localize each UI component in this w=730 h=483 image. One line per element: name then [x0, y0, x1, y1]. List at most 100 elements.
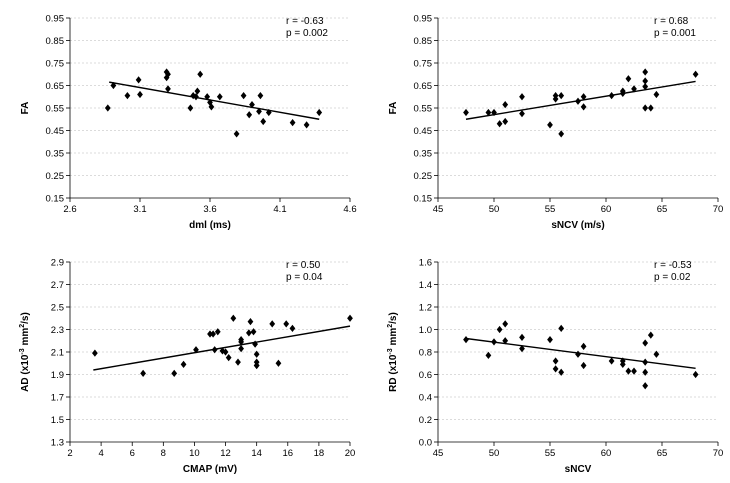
- data-point: [197, 70, 204, 78]
- y-tick-label: 0.2: [419, 415, 432, 426]
- data-point: [225, 354, 232, 362]
- x-tick-label: 3.6: [203, 204, 216, 215]
- data-point: [558, 130, 565, 138]
- data-point: [547, 336, 553, 344]
- data-point: [642, 368, 649, 376]
- x-tick-label: 4.1: [273, 204, 286, 215]
- data-point: [233, 130, 240, 138]
- data-point: [180, 360, 187, 368]
- x-axis-label: sNCV (m/s): [551, 220, 604, 231]
- y-tick-label: 0.8: [419, 347, 432, 358]
- y-tick-label: 0.85: [46, 36, 65, 47]
- data-point: [204, 93, 211, 101]
- data-point: [558, 324, 565, 332]
- correlation-r: r = 0.68: [654, 16, 689, 27]
- data-point: [642, 339, 649, 347]
- data-point: [135, 76, 142, 84]
- scatter-panel-2: 0.15 0.25 0.35 0.45 0.55 0.65 0.75 0.85 0.95 45 50…: [388, 13, 723, 231]
- data-point: [502, 320, 509, 328]
- data-point: [580, 103, 587, 111]
- data-point: [216, 93, 223, 101]
- y-tick-label: 0.45: [46, 126, 65, 137]
- y-tick-label: 2.5: [51, 302, 64, 313]
- correlation-r: r = -0.63: [286, 16, 324, 27]
- x-tick-label: 20: [345, 448, 356, 459]
- data-point: [575, 350, 581, 358]
- y-tick-label: 0.15: [414, 193, 433, 204]
- data-point: [140, 369, 146, 377]
- data-point: [519, 333, 525, 341]
- scatter-panel-1: 0.15 0.25 0.35 0.45 0.55 0.65 0.75 0.85 0.95 2.6 3…: [20, 13, 357, 231]
- data-point: [580, 342, 587, 350]
- x-tick-label: 12: [220, 448, 231, 459]
- data-point: [190, 92, 197, 100]
- data-point: [252, 340, 258, 348]
- scatter-panel-4: 0.0 0.2 0.4 0.6 0.8 1.0 1.2 1.4 1.6 45 50 55 60 65 70 s…: [387, 257, 723, 475]
- data-point: [240, 92, 247, 100]
- data-point: [647, 104, 654, 112]
- data-point: [253, 350, 260, 358]
- data-point: [552, 92, 559, 100]
- data-point: [104, 104, 111, 112]
- data-point: [485, 108, 492, 117]
- data-point: [631, 85, 637, 93]
- y-tick-label: 0.6: [419, 370, 432, 381]
- data-point: [253, 361, 260, 370]
- data-point: [502, 101, 509, 109]
- data-point: [692, 370, 699, 379]
- x-tick-label: 50: [489, 204, 500, 215]
- data-point: [502, 337, 509, 345]
- data-point: [210, 330, 216, 338]
- x-tick-label: 10: [189, 448, 200, 459]
- p-value: p = 0.001: [654, 28, 696, 39]
- y-tick-label: 1.6: [419, 257, 432, 268]
- data-point: [653, 350, 660, 358]
- data-point: [137, 90, 143, 99]
- y-tick-label: 0.4: [419, 392, 432, 403]
- y-axis-label: RD (x10-3 mm2/s): [387, 312, 399, 392]
- data-point: [275, 359, 282, 367]
- data-point: [642, 83, 649, 91]
- data-point: [491, 338, 497, 346]
- y-axis-label: AD (x10-3 mm2/s): [19, 312, 31, 392]
- y-tick-label: 0.75: [414, 58, 433, 69]
- data-point: [642, 77, 649, 85]
- y-tick-label: 0.55: [46, 103, 65, 114]
- data-point: [642, 382, 649, 390]
- regression-line: [465, 337, 696, 370]
- data-point: [247, 318, 254, 326]
- data-point: [642, 104, 649, 112]
- data-point: [265, 108, 272, 117]
- data-point: [692, 70, 699, 78]
- data-point: [207, 98, 213, 106]
- y-tick-label: 0.35: [46, 148, 65, 159]
- regression-line: [93, 325, 351, 371]
- data-point: [496, 120, 503, 128]
- y-axis-label: FA: [388, 102, 399, 115]
- data-point: [256, 107, 262, 115]
- p-value: p = 0.04: [286, 272, 323, 283]
- data-point: [558, 92, 565, 100]
- x-tick-label: 50: [489, 448, 500, 459]
- y-axis-label: FA: [20, 102, 31, 115]
- x-tick-label: 65: [657, 204, 668, 215]
- data-point: [238, 345, 244, 353]
- x-tick-label: 8: [161, 448, 166, 459]
- y-tick-label: 0.65: [414, 81, 433, 92]
- data-point: [165, 70, 171, 78]
- data-point: [502, 117, 509, 126]
- data-point: [289, 324, 296, 332]
- y-tick-label: 0.95: [414, 13, 433, 24]
- data-point: [222, 348, 229, 356]
- data-point: [519, 93, 525, 101]
- y-tick-label: 0.0: [419, 437, 432, 448]
- regression-line: [109, 81, 320, 120]
- y-tick-label: 2.1: [51, 347, 64, 358]
- data-point: [269, 320, 276, 328]
- data-point: [92, 349, 98, 357]
- data-point: [208, 103, 215, 111]
- data-point: [246, 111, 253, 119]
- y-tick-label: 2.7: [51, 280, 64, 291]
- x-axis-label: sNCV: [565, 464, 592, 475]
